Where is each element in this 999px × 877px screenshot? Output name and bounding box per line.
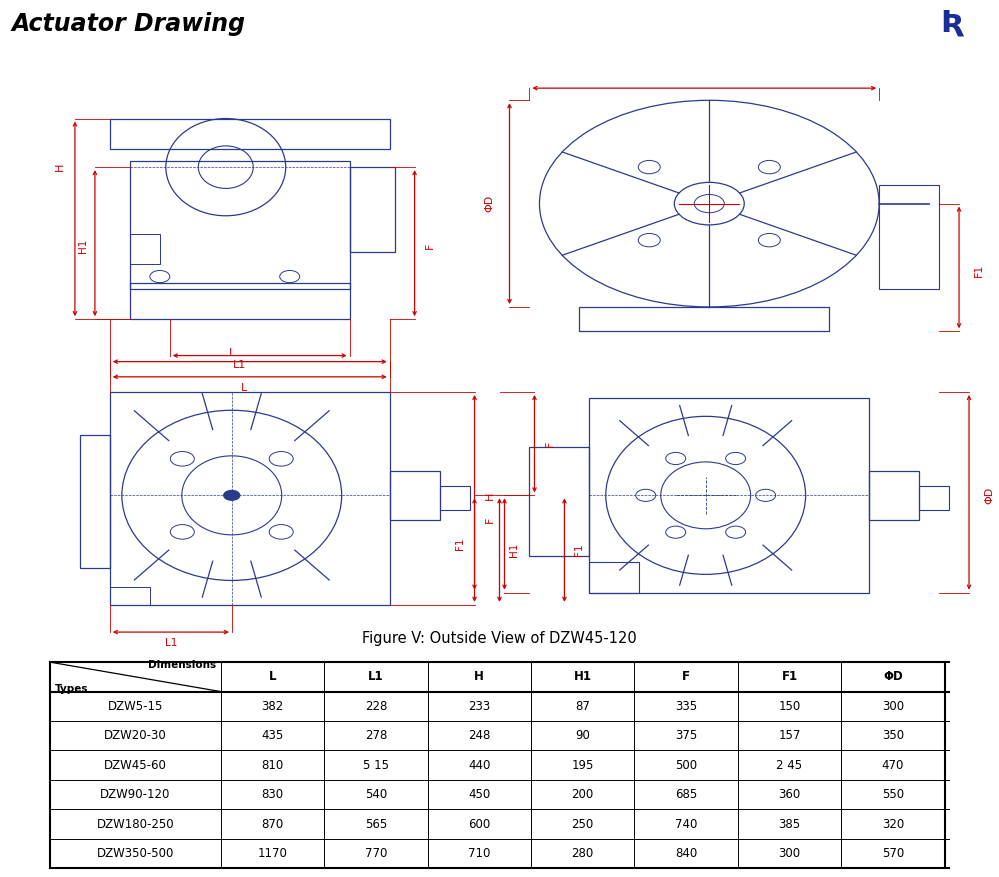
Text: 600: 600 <box>469 817 491 831</box>
Text: 87: 87 <box>575 700 590 713</box>
Text: DZW20-30: DZW20-30 <box>104 730 167 742</box>
Bar <box>589 562 639 593</box>
Text: 250: 250 <box>571 817 593 831</box>
Text: 90: 90 <box>575 730 590 742</box>
Text: L: L <box>229 347 235 358</box>
Text: 385: 385 <box>778 817 800 831</box>
Text: F1: F1 <box>455 538 465 550</box>
Bar <box>440 486 470 510</box>
Text: 300: 300 <box>778 847 800 860</box>
Text: L: L <box>269 670 277 683</box>
Text: F: F <box>544 440 554 447</box>
Text: 440: 440 <box>469 759 491 772</box>
Text: DZW90-120: DZW90-120 <box>100 788 171 801</box>
Text: 300: 300 <box>882 700 904 713</box>
Text: ΦD: ΦD <box>984 487 994 504</box>
Text: 248: 248 <box>469 730 491 742</box>
Text: 278: 278 <box>365 730 387 742</box>
Bar <box>390 471 440 520</box>
Text: 150: 150 <box>778 700 800 713</box>
Text: 740: 740 <box>675 817 697 831</box>
Text: DZW45-60: DZW45-60 <box>104 759 167 772</box>
Text: 375: 375 <box>675 730 697 742</box>
Text: 382: 382 <box>262 700 284 713</box>
Text: 5 15: 5 15 <box>363 759 389 772</box>
Text: F1: F1 <box>781 670 797 683</box>
Text: 360: 360 <box>778 788 800 801</box>
Text: L1: L1 <box>233 360 247 370</box>
Text: H: H <box>55 163 65 171</box>
Bar <box>110 118 390 149</box>
Bar <box>130 234 160 264</box>
Bar <box>529 446 589 556</box>
Text: 550: 550 <box>882 788 904 801</box>
Bar <box>130 282 350 319</box>
Text: 228: 228 <box>365 700 387 713</box>
Text: DZW180-250: DZW180-250 <box>97 817 174 831</box>
Bar <box>80 435 110 568</box>
Text: L: L <box>241 382 247 393</box>
Text: H: H <box>485 491 495 500</box>
Text: H1: H1 <box>573 670 591 683</box>
Text: Actuator Drawing: Actuator Drawing <box>12 11 246 36</box>
Text: 350: 350 <box>882 730 904 742</box>
Text: ΦD: ΦD <box>883 670 903 683</box>
Text: DZW350-500: DZW350-500 <box>97 847 174 860</box>
Text: F: F <box>485 517 495 523</box>
Text: 570: 570 <box>882 847 904 860</box>
Text: 710: 710 <box>469 847 491 860</box>
Text: 450: 450 <box>469 788 491 801</box>
Text: 157: 157 <box>778 730 800 742</box>
Text: L1: L1 <box>165 638 177 648</box>
Text: 870: 870 <box>262 817 284 831</box>
Text: 233: 233 <box>469 700 491 713</box>
Bar <box>589 398 869 593</box>
Text: 1170: 1170 <box>258 847 288 860</box>
Bar <box>579 307 829 332</box>
Text: Types: Types <box>54 684 88 694</box>
Text: 2 45: 2 45 <box>776 759 802 772</box>
Text: L1: L1 <box>368 670 384 683</box>
Text: F1: F1 <box>974 264 984 277</box>
Text: Ʀ: Ʀ <box>940 8 963 38</box>
Bar <box>919 486 949 510</box>
Bar <box>869 471 919 520</box>
Text: 435: 435 <box>262 730 284 742</box>
Circle shape <box>224 490 240 500</box>
Bar <box>110 587 150 605</box>
Bar <box>350 168 395 253</box>
Bar <box>879 185 939 289</box>
Text: 195: 195 <box>571 759 593 772</box>
Text: 770: 770 <box>365 847 387 860</box>
Text: H: H <box>475 670 485 683</box>
Text: 810: 810 <box>262 759 284 772</box>
Text: 540: 540 <box>365 788 387 801</box>
Text: 470: 470 <box>882 759 904 772</box>
Text: 200: 200 <box>571 788 593 801</box>
Text: H1: H1 <box>509 543 519 557</box>
Text: F: F <box>425 243 435 249</box>
Text: F1: F1 <box>574 544 584 556</box>
Text: 830: 830 <box>262 788 284 801</box>
Text: 320: 320 <box>882 817 904 831</box>
Text: 685: 685 <box>675 788 697 801</box>
Bar <box>110 392 390 605</box>
Text: 840: 840 <box>675 847 697 860</box>
Bar <box>130 161 350 289</box>
Text: DZW5-15: DZW5-15 <box>108 700 163 713</box>
Text: 280: 280 <box>571 847 593 860</box>
Text: ΦD: ΦD <box>485 195 495 212</box>
Text: Dimensions: Dimensions <box>148 660 216 670</box>
Text: 565: 565 <box>365 817 387 831</box>
Text: H1: H1 <box>78 239 88 253</box>
Text: Figure V: Outside View of DZW45-120: Figure V: Outside View of DZW45-120 <box>362 631 637 645</box>
Text: 500: 500 <box>675 759 697 772</box>
Text: F: F <box>682 670 690 683</box>
Text: 335: 335 <box>675 700 697 713</box>
